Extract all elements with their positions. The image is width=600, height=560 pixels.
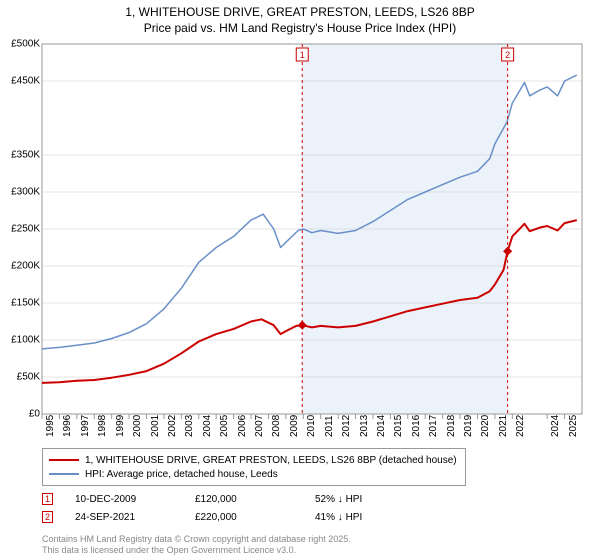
legend-swatch-hpi [49, 473, 79, 475]
y-tick-label: £300K [0, 187, 40, 198]
sale-price: £220,000 [195, 512, 315, 523]
legend-swatch-price [49, 459, 79, 461]
legend-row: HPI: Average price, detached house, Leed… [49, 467, 457, 481]
sale-price: £120,000 [195, 494, 315, 505]
x-tick-label: 2003 [184, 415, 195, 437]
x-tick-label: 2024 [550, 415, 561, 437]
x-tick-label: 2018 [446, 415, 457, 437]
sale-date: 10-DEC-2009 [75, 494, 195, 505]
x-tick-label: 2005 [219, 415, 230, 437]
x-tick-label: 2015 [393, 415, 404, 437]
x-tick-label: 2001 [150, 415, 161, 437]
x-tick-label: 2007 [254, 415, 265, 437]
x-tick-label: 2013 [359, 415, 370, 437]
svg-text:2: 2 [505, 50, 510, 60]
x-tick-label: 2025 [568, 415, 579, 437]
x-tick-label: 2019 [463, 415, 474, 437]
x-tick-label: 2010 [306, 415, 317, 437]
legend-row: 1, WHITEHOUSE DRIVE, GREAT PRESTON, LEED… [49, 453, 457, 467]
x-tick-label: 1995 [45, 415, 56, 437]
x-tick-label: 2022 [515, 415, 526, 437]
y-tick-label: £250K [0, 224, 40, 235]
chart-container: 1, WHITEHOUSE DRIVE, GREAT PRESTON, LEED… [0, 0, 600, 560]
x-tick-label: 2016 [411, 415, 422, 437]
sales-row: 1 10-DEC-2009 £120,000 52% ↓ HPI [42, 490, 415, 508]
x-tick-label: 1997 [80, 415, 91, 437]
x-tick-label: 2000 [132, 415, 143, 437]
x-tick-label: 2012 [341, 415, 352, 437]
svg-text:1: 1 [300, 50, 305, 60]
x-tick-label: 1998 [97, 415, 108, 437]
sale-pct: 52% ↓ HPI [315, 494, 415, 505]
title-block: 1, WHITEHOUSE DRIVE, GREAT PRESTON, LEED… [0, 0, 600, 36]
x-tick-label: 2011 [324, 415, 335, 437]
y-tick-label: £100K [0, 335, 40, 346]
y-tick-label: £200K [0, 261, 40, 272]
chart-area: 12 £0£50K£100K£150K£200K£250K£300K£350K£… [42, 44, 582, 414]
x-tick-label: 2021 [498, 415, 509, 437]
sale-date: 24-SEP-2021 [75, 512, 195, 523]
footer-line1: Contains HM Land Registry data © Crown c… [42, 534, 351, 545]
x-tick-label: 1999 [115, 415, 126, 437]
x-tick-label: 2008 [271, 415, 282, 437]
footer-line2: This data is licensed under the Open Gov… [42, 545, 351, 556]
y-tick-label: £350K [0, 150, 40, 161]
y-tick-label: £150K [0, 298, 40, 309]
x-tick-label: 2014 [376, 415, 387, 437]
x-tick-label: 2006 [237, 415, 248, 437]
sale-marker-icon: 2 [42, 511, 53, 523]
x-tick-label: 2002 [167, 415, 178, 437]
sale-marker-icon: 1 [42, 493, 53, 505]
x-tick-label: 2004 [202, 415, 213, 437]
footer: Contains HM Land Registry data © Crown c… [42, 534, 351, 557]
sales-table: 1 10-DEC-2009 £120,000 52% ↓ HPI 2 24-SE… [42, 490, 415, 526]
x-tick-label: 2020 [480, 415, 491, 437]
plot-svg: 12 [42, 44, 582, 414]
title-line2: Price paid vs. HM Land Registry's House … [0, 20, 600, 36]
sale-pct: 41% ↓ HPI [315, 512, 415, 523]
legend-label-hpi: HPI: Average price, detached house, Leed… [85, 469, 278, 480]
y-tick-label: £500K [0, 39, 40, 50]
y-tick-label: £50K [0, 372, 40, 383]
x-tick-label: 2009 [289, 415, 300, 437]
y-tick-label: £450K [0, 76, 40, 87]
x-tick-label: 2017 [428, 415, 439, 437]
title-line1: 1, WHITEHOUSE DRIVE, GREAT PRESTON, LEED… [0, 4, 600, 20]
x-tick-label: 1996 [62, 415, 73, 437]
legend: 1, WHITEHOUSE DRIVE, GREAT PRESTON, LEED… [42, 448, 466, 486]
y-tick-label: £0 [0, 409, 40, 420]
sales-row: 2 24-SEP-2021 £220,000 41% ↓ HPI [42, 508, 415, 526]
legend-label-price: 1, WHITEHOUSE DRIVE, GREAT PRESTON, LEED… [85, 455, 457, 466]
